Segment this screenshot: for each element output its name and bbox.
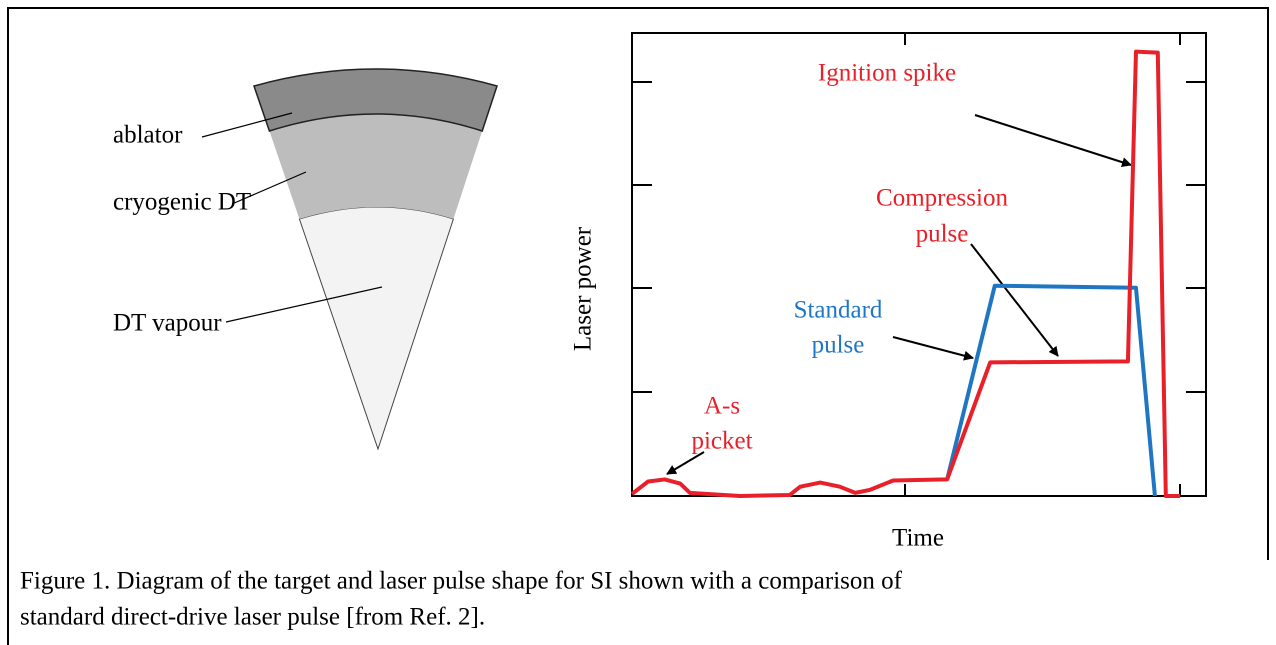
tick-marks [632, 33, 1206, 496]
diagram-label: DT vapour [113, 310, 222, 337]
plot-frame [631, 32, 1207, 497]
pulse-line [630, 49, 1181, 498]
pointer [225, 286, 383, 323]
caption: standard direct-drive laser pulse [from … [20, 604, 485, 631]
diagram-label: ablator [113, 122, 183, 149]
pulse-line [945, 283, 1157, 497]
ablator-layer [253, 68, 498, 132]
x-axis-label: Time [892, 525, 944, 552]
annotation: Compression [876, 185, 1008, 212]
annotation: A-s [704, 393, 740, 420]
caption: Figure 1. Diagram of the target and lase… [20, 568, 903, 595]
pointer [201, 112, 293, 138]
annotation: pulse [916, 221, 969, 248]
y-axis-label: Laser power [570, 226, 597, 351]
annotation: picket [691, 428, 752, 455]
pointer [231, 171, 307, 205]
arrows [666, 114, 1132, 475]
vapour-layer [298, 206, 455, 451]
annotation: Ignition spike [818, 60, 956, 87]
annotation: pulse [812, 332, 865, 359]
cryogenic-layer [269, 114, 483, 219]
frame [7, 7, 1269, 645]
diagram-label: cryogenic DT [113, 189, 251, 216]
annotation: Standard [794, 297, 883, 324]
